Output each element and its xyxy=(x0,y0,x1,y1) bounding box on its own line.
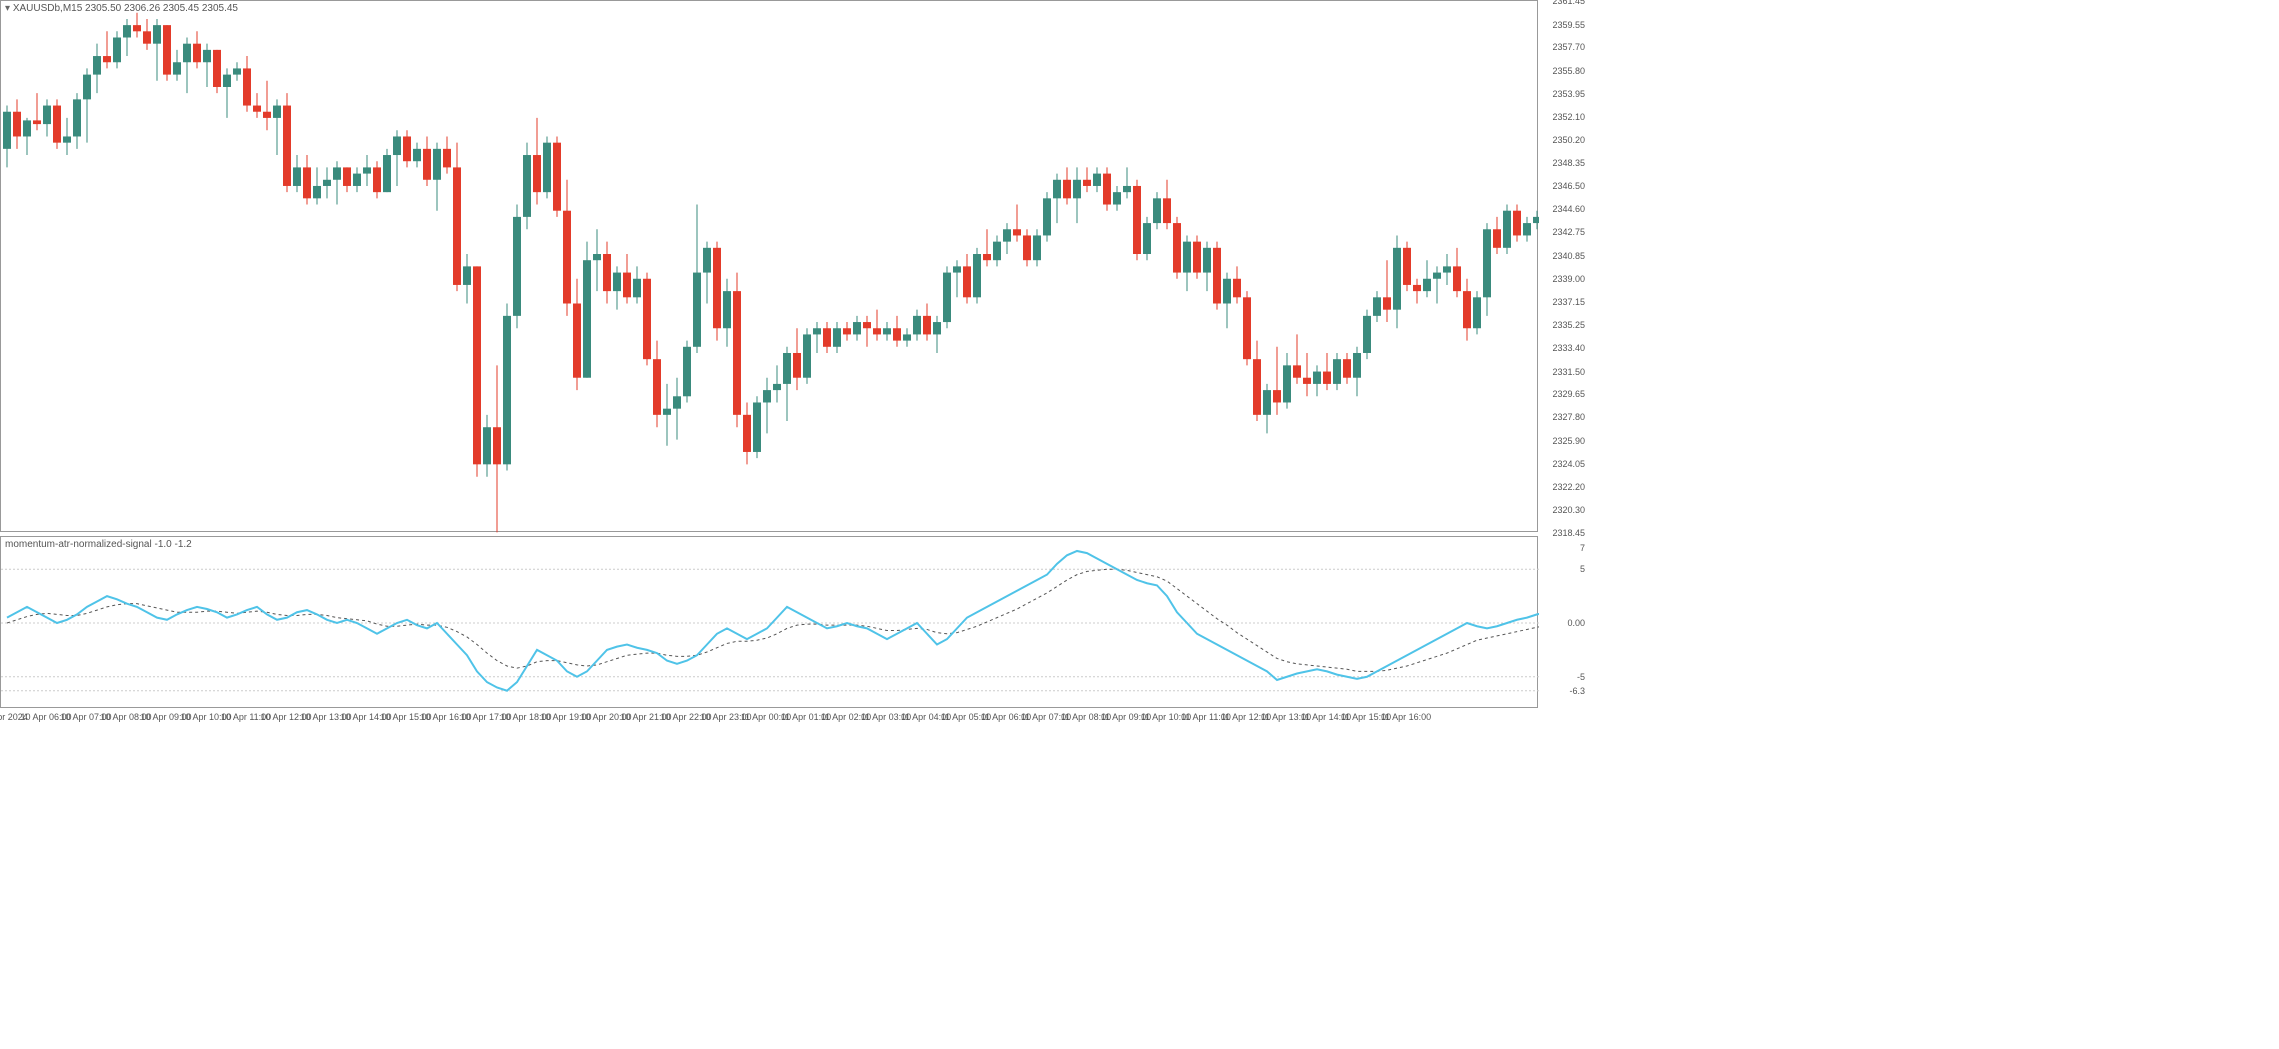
indicator-panel[interactable]: momentum-atr-normalized-signal -1.0 -1.2… xyxy=(0,536,1538,708)
time-x-axis: 0 Apr 202410 Apr 06:0010 Apr 07:0010 Apr… xyxy=(0,710,1538,730)
indicator-y-axis: 750.00-5-6.3 xyxy=(1539,537,1587,709)
chart-container: XAUUSDb,M15 2305.50 2306.26 2305.45 2305… xyxy=(0,0,1590,1049)
price-y-axis: 2361.452359.552357.702355.802353.952352.… xyxy=(1539,1,1587,533)
indicator-title: momentum-atr-normalized-signal -1.0 -1.2 xyxy=(5,539,192,550)
candlestick-canvas xyxy=(1,1,1539,533)
price-chart-title: XAUUSDb,M15 2305.50 2306.26 2305.45 2305… xyxy=(5,3,238,14)
price-chart-panel[interactable]: XAUUSDb,M15 2305.50 2306.26 2305.45 2305… xyxy=(0,0,1538,532)
indicator-canvas xyxy=(1,537,1539,709)
